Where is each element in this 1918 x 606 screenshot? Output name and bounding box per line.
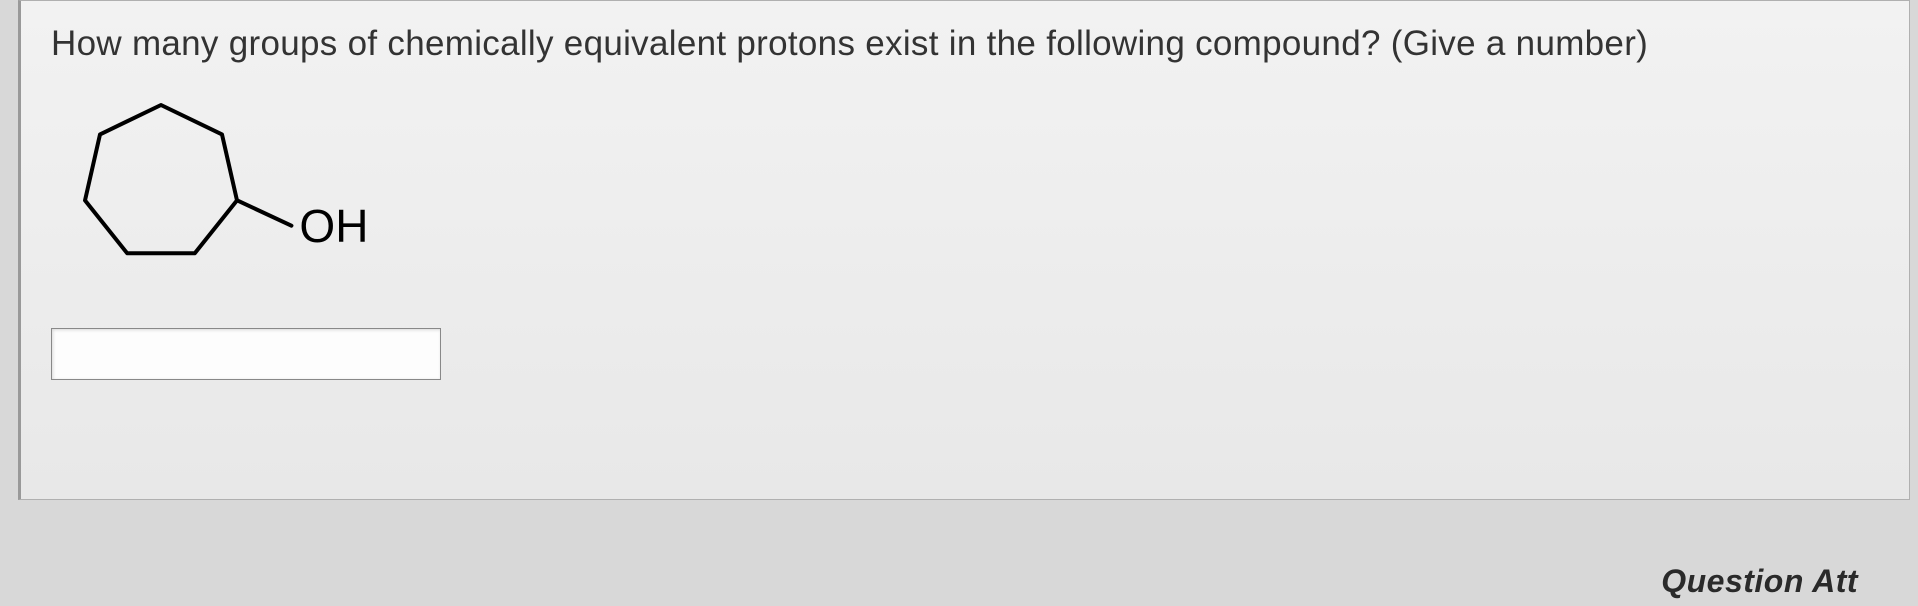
- oh-label: OH: [299, 200, 368, 252]
- answer-input[interactable]: [51, 328, 441, 380]
- substituent-bond: [237, 200, 291, 225]
- cycloheptane-ring: [85, 105, 237, 253]
- molecule-svg: OH: [51, 88, 431, 288]
- footer-partial-text: Question Att: [1661, 563, 1858, 600]
- molecule-structure: OH: [51, 88, 1879, 288]
- question-text: How many groups of chemically equivalent…: [51, 19, 1879, 68]
- question-panel: How many groups of chemically equivalent…: [18, 0, 1910, 500]
